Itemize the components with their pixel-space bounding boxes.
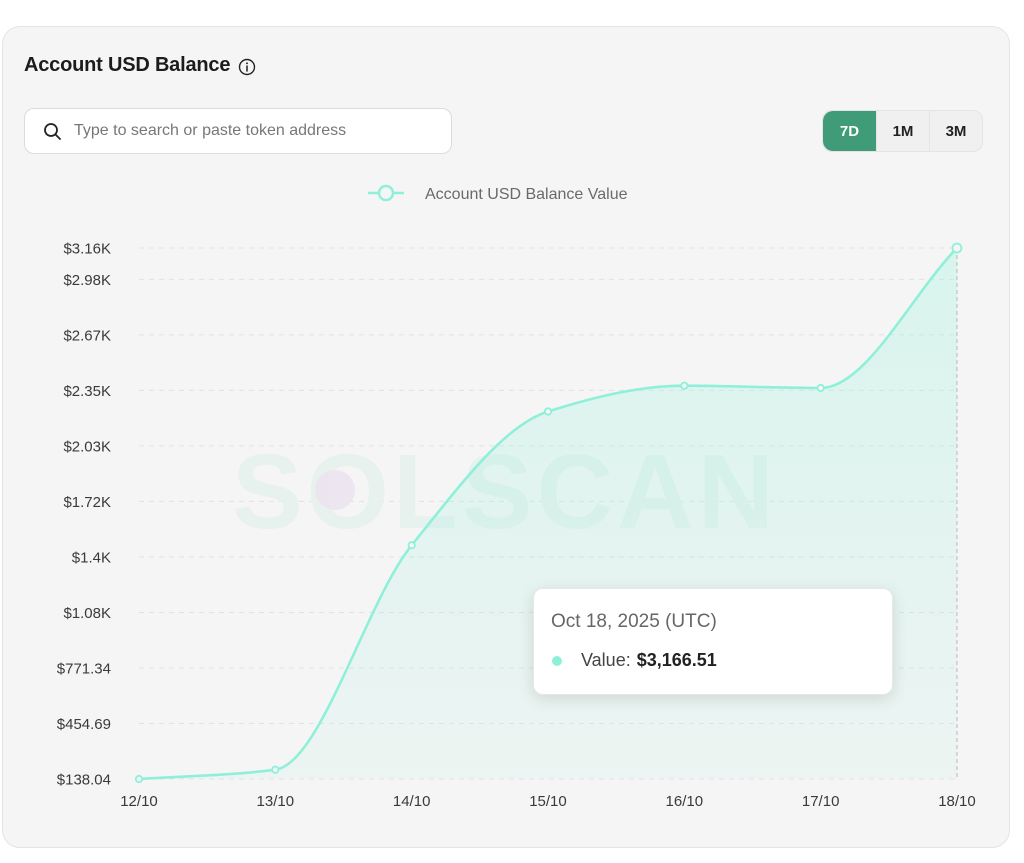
tooltip-series-dot-icon xyxy=(552,655,562,666)
x-tick-label: 13/10 xyxy=(257,793,295,810)
y-axis-labels: $138.04 $454.69 $771.34 $1.08K $1.4K $1.72K $2… xyxy=(57,241,111,789)
y-tick-label: $138.04 xyxy=(57,772,111,789)
data-point[interactable] xyxy=(134,774,144,784)
y-tick-label: $454.69 xyxy=(57,716,111,733)
x-tick-label: 16/10 xyxy=(666,793,704,810)
data-point[interactable] xyxy=(680,381,689,390)
card-title: Account USD Balance xyxy=(24,54,231,76)
token-search-input[interactable] xyxy=(72,121,436,141)
y-tick-label: $2.03K xyxy=(63,438,111,455)
tooltip-value-label: Value: xyxy=(581,650,631,670)
card-header: Account USD Balance xyxy=(24,54,256,77)
range-3m-button[interactable]: 3M xyxy=(929,111,982,151)
x-tick-label: 12/10 xyxy=(120,793,158,810)
data-point[interactable] xyxy=(816,383,825,393)
y-tick-label: $771.34 xyxy=(57,660,111,677)
tooltip-value-row: Value: $3,166.51 xyxy=(551,650,892,671)
y-tick-label: $1.4K xyxy=(72,549,111,566)
x-tick-label: 17/10 xyxy=(802,793,840,810)
legend-label: Account USD Balance Value xyxy=(425,186,628,203)
range-1m-button[interactable]: 1M xyxy=(876,111,929,151)
data-point[interactable] xyxy=(407,541,416,550)
y-tick-label: $2.98K xyxy=(63,272,111,289)
y-tick-label: $2.67K xyxy=(63,327,111,344)
tooltip-date: Oct 18, 2025 (UTC) xyxy=(551,611,717,632)
data-points[interactable] xyxy=(134,242,963,784)
data-point[interactable] xyxy=(543,407,553,416)
x-tick-label: 14/10 xyxy=(393,793,431,810)
info-icon[interactable] xyxy=(238,58,256,76)
y-tick-label: $1.72K xyxy=(63,494,111,511)
data-point[interactable] xyxy=(951,242,963,254)
y-tick-label: $2.35K xyxy=(63,383,111,400)
token-search-box[interactable] xyxy=(24,108,452,154)
data-point[interactable] xyxy=(271,765,280,774)
x-axis-labels: 12/10 13/10 14/10 15/10 16/10 17/10 18/10 xyxy=(120,793,976,810)
x-tick-label: 15/10 xyxy=(529,793,567,810)
chart-legend[interactable]: Account USD Balance Value xyxy=(368,184,628,203)
y-tick-label: $3.16K xyxy=(63,241,111,258)
search-icon xyxy=(43,122,62,141)
tooltip-value: $3,166.51 xyxy=(636,650,717,670)
y-tick-label: $1.08K xyxy=(63,605,111,622)
watermark-logo-dot xyxy=(315,470,355,510)
range-7d-button[interactable]: 7D xyxy=(823,111,876,151)
x-tick-label: 18/10 xyxy=(938,793,976,810)
legend-marker-icon xyxy=(377,184,395,202)
time-range-selector: 7D 1M 3M xyxy=(822,110,983,152)
value-tooltip: Oct 18, 2025 (UTC) Value: $3,166.51 xyxy=(533,588,893,695)
